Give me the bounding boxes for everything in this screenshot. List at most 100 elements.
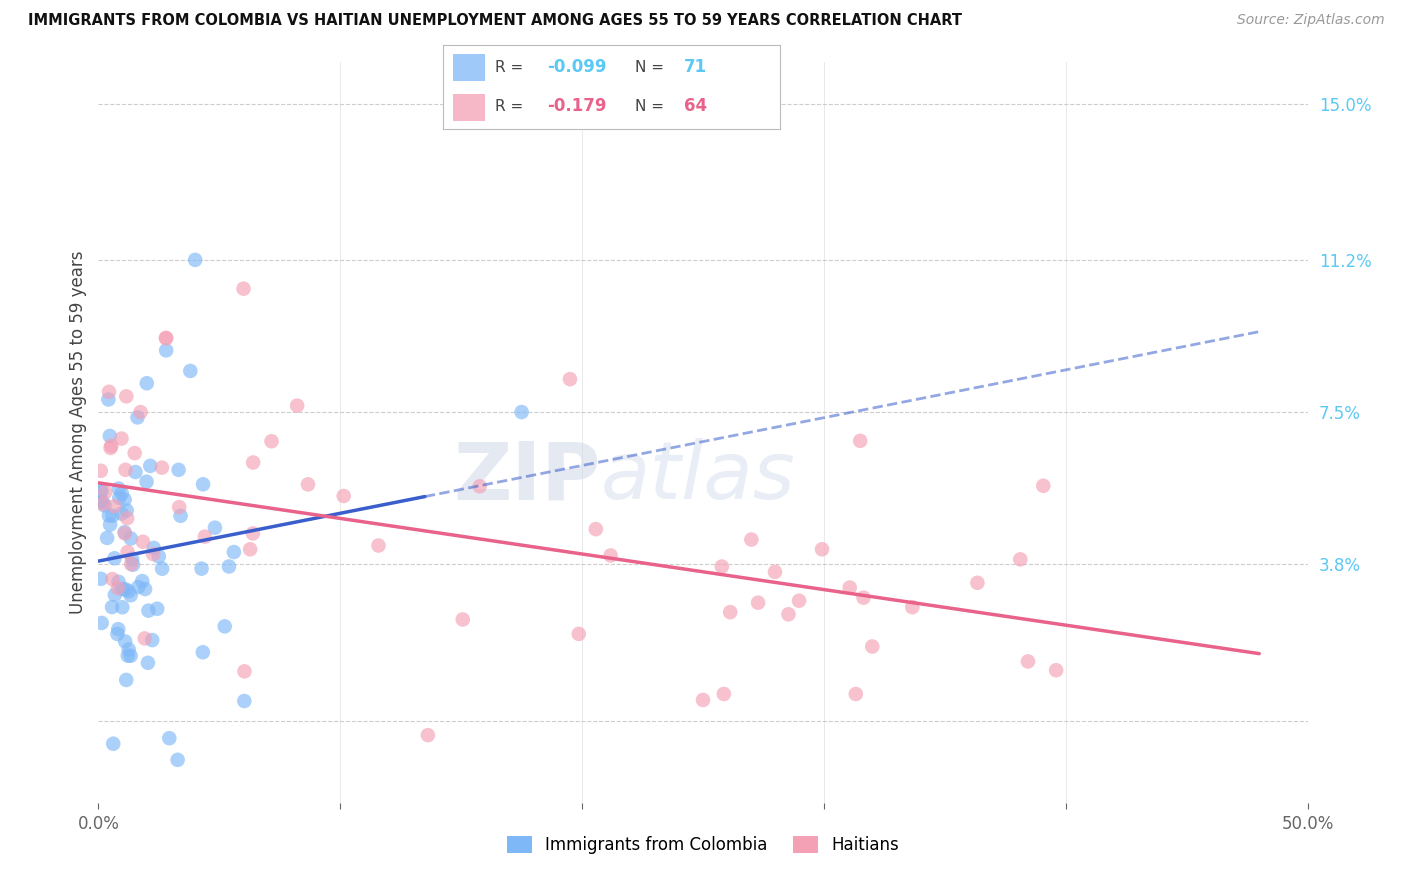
Point (104, 588, 127, 602)
Point (155, 343, 177, 358)
Point (811, 542, 834, 557)
Point (260, 434, 283, 449)
Point (150, 562, 173, 576)
Point (146, 601, 169, 615)
Point (90, 572, 112, 586)
Point (131, 574, 153, 588)
Point (120, 648, 142, 663)
Point (740, 533, 762, 547)
Point (179, 364, 201, 378)
Point (285, 399, 308, 413)
Point (103, 737, 125, 751)
Point (558, 372, 581, 386)
Point (96, 531, 118, 545)
Point (141, 633, 163, 648)
Point (105, 627, 128, 641)
Point (713, 687, 735, 701)
Point (135, 475, 157, 489)
Point (568, 627, 591, 641)
Point (169, 508, 191, 523)
Point (134, 632, 156, 646)
Legend: Immigrants from Colombia, Haitians: Immigrants from Colombia, Haitians (501, 830, 905, 861)
Point (222, 545, 245, 559)
Point (114, 526, 136, 541)
Point (91, 497, 114, 511)
Point (451, 613, 474, 627)
Point (232, 282, 254, 296)
Point (107, 482, 129, 496)
Point (166, 753, 188, 767)
Point (98, 384, 121, 399)
Point (127, 410, 149, 425)
Point (107, 622, 129, 636)
Point (115, 511, 138, 525)
Point (692, 693, 714, 707)
Point (367, 539, 389, 553)
Point (100, 441, 122, 455)
Point (838, 581, 860, 595)
Point (115, 389, 138, 403)
Text: IMMIGRANTS FROM COLOMBIA VS HAITIAN UNEMPLOYMENT AMONG AGES 55 TO 59 YEARS CORRE: IMMIGRANTS FROM COLOMBIA VS HAITIAN UNEM… (28, 13, 962, 29)
Point (191, 477, 214, 491)
Point (124, 465, 146, 479)
Point (101, 600, 124, 615)
Point (901, 600, 924, 615)
Point (93, 499, 115, 513)
Point (139, 458, 162, 473)
Point (332, 489, 354, 503)
Point (91, 495, 114, 509)
Text: N =: N = (636, 99, 669, 114)
Point (101, 572, 124, 586)
Point (1017, 655, 1039, 669)
Point (190, 562, 212, 576)
Point (135, 376, 157, 391)
Text: -0.099: -0.099 (547, 59, 607, 77)
Point (710, 559, 733, 574)
Point (599, 549, 621, 563)
Point (468, 479, 491, 493)
Point (115, 582, 138, 597)
Text: 64: 64 (685, 97, 707, 115)
Point (97, 392, 120, 407)
Point (111, 600, 134, 615)
Point (107, 581, 129, 595)
Point (117, 648, 139, 663)
Point (239, 542, 262, 557)
Y-axis label: Unemployment Among Ages 55 to 59 years: Unemployment Among Ages 55 to 59 years (69, 251, 87, 615)
Text: ZIP: ZIP (453, 438, 600, 516)
Point (120, 557, 142, 571)
Text: R =: R = (495, 99, 529, 114)
Point (90, 483, 112, 498)
Point (233, 665, 256, 679)
Point (114, 525, 136, 540)
Point (191, 645, 214, 659)
Point (204, 521, 226, 535)
Point (787, 593, 810, 607)
Point (97, 508, 120, 523)
Point (242, 456, 264, 470)
Point (233, 694, 256, 708)
Point (1010, 552, 1032, 566)
Point (142, 541, 165, 555)
Point (242, 526, 264, 541)
Point (120, 588, 142, 602)
Text: atlas: atlas (600, 438, 794, 516)
Point (585, 522, 607, 536)
Point (155, 331, 177, 345)
Point (136, 656, 159, 670)
Point (121, 551, 143, 566)
Point (118, 642, 141, 657)
Point (167, 500, 190, 515)
Point (157, 731, 180, 746)
Point (142, 547, 165, 561)
Point (111, 486, 134, 500)
Point (90, 485, 112, 500)
Point (849, 434, 872, 448)
Point (103, 551, 125, 566)
Point (214, 619, 236, 633)
Point (966, 575, 988, 590)
Point (127, 580, 149, 594)
Text: 71: 71 (685, 59, 707, 77)
Text: N =: N = (636, 60, 669, 75)
Point (510, 405, 533, 419)
